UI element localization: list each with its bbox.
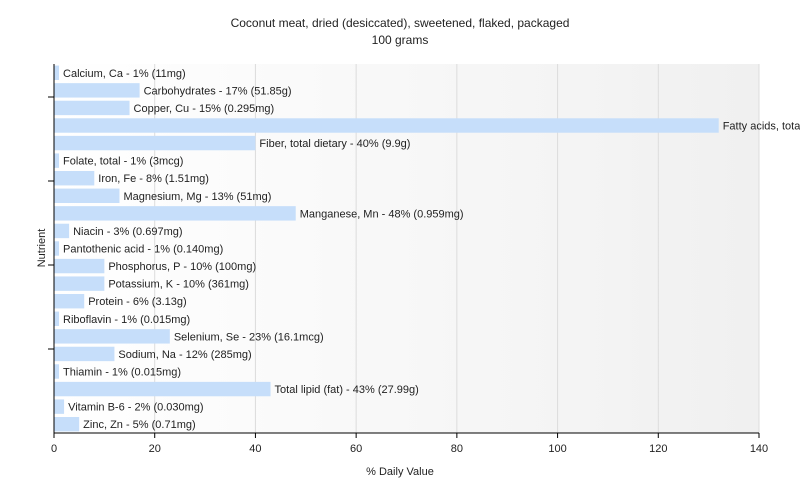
bar-label: Potassium, K - 10% (361mg) — [108, 279, 249, 291]
bar — [54, 258, 105, 274]
bar — [54, 135, 256, 151]
bar-label: Carbohydrates - 17% (51.85g) — [144, 85, 292, 97]
bar — [54, 241, 60, 256]
bar — [54, 83, 140, 98]
bar-label: Protein - 6% (3.13g) — [88, 296, 186, 308]
bar — [54, 381, 271, 397]
x-tick-label: 20 — [149, 443, 161, 455]
bar — [54, 153, 60, 168]
bar — [54, 346, 115, 362]
bar — [54, 417, 80, 432]
bar — [54, 311, 60, 326]
x-tick-label: 60 — [350, 443, 362, 455]
bar — [54, 188, 120, 203]
bar — [54, 329, 170, 344]
bar — [54, 399, 65, 414]
bar-label: Calcium, Ca - 1% (11mg) — [63, 68, 186, 80]
bar-label: Fiber, total dietary - 40% (9.9g) — [259, 138, 410, 150]
x-tick-label: 140 — [750, 443, 768, 455]
bar-label: Selenium, Se - 23% (16.1mcg) — [174, 331, 324, 343]
x-axis-label: % Daily Value — [366, 466, 434, 478]
chart-title: Coconut meat, dried (desiccated), sweete… — [230, 16, 570, 30]
x-tick-label: 100 — [548, 443, 566, 455]
bar-label: Niacin - 3% (0.697mg) — [73, 226, 182, 238]
bar — [54, 276, 105, 291]
x-tick-label: 120 — [649, 443, 667, 455]
bar-label: Zinc, Zn - 5% (0.71mg) — [83, 419, 195, 431]
x-tick-label: 40 — [249, 443, 261, 455]
bar-label: Phosphorus, P - 10% (100mg) — [108, 261, 256, 273]
bar — [54, 65, 60, 80]
bar-label: Copper, Cu - 15% (0.295mg) — [134, 103, 275, 115]
bar-label: Vitamin B-6 - 2% (0.030mg) — [68, 402, 204, 414]
bar — [54, 171, 95, 186]
y-axis-label: Nutrient — [36, 228, 48, 268]
bar — [54, 294, 85, 309]
bar-label: Manganese, Mn - 48% (0.959mg) — [300, 208, 464, 220]
bar-label: Sodium, Na - 12% (285mg) — [118, 349, 251, 361]
bar-label: Pantothenic acid - 1% (0.140mg) — [63, 244, 223, 256]
bar-label: Total lipid (fat) - 43% (27.99g) — [275, 384, 419, 396]
bar — [54, 364, 60, 379]
bar-label: Folate, total - 1% (3mcg) — [63, 156, 183, 168]
bar — [54, 206, 296, 221]
bar-label: Riboflavin - 1% (0.015mg) — [63, 314, 190, 326]
bar-label: Magnesium, Mg - 13% (51mg) — [123, 191, 271, 203]
chart-subtitle: 100 grams — [371, 33, 429, 47]
bar — [54, 223, 70, 239]
bar — [54, 100, 130, 116]
bar-label: Iron, Fe - 8% (1.51mg) — [98, 173, 209, 185]
bar — [54, 118, 719, 133]
bar-label: Thiamin - 1% (0.015mg) — [63, 367, 181, 379]
x-tick-label: 80 — [451, 443, 463, 455]
bar-label: Fatty acids, total saturated - 132% (26.… — [723, 121, 800, 133]
x-tick-label: 0 — [51, 443, 57, 455]
